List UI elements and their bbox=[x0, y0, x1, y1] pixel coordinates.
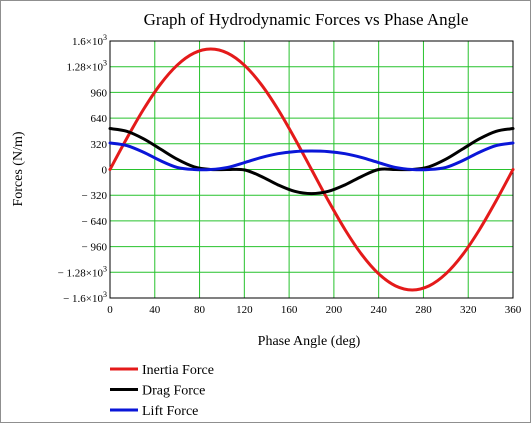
x-tick-label: 320 bbox=[460, 304, 477, 316]
series-line-inertia-force bbox=[108, 47, 515, 292]
y-tick-label: 1.6×103 bbox=[72, 33, 107, 48]
series-line-lift-force bbox=[108, 141, 515, 172]
legend-label: Drag Force bbox=[142, 384, 205, 399]
x-tick-label: 360 bbox=[505, 304, 522, 316]
y-tick-label: 320 bbox=[91, 139, 108, 151]
y-tick-label: 0 bbox=[102, 165, 108, 177]
y-tick-label: 640 bbox=[91, 113, 108, 125]
y-tick-label: − 1.28×103 bbox=[58, 264, 107, 279]
x-tick-label: 40 bbox=[149, 304, 161, 316]
y-tick-label: − 640 bbox=[82, 216, 108, 228]
y-tick-label: − 320 bbox=[82, 190, 108, 202]
y-tick-label: − 960 bbox=[82, 242, 108, 254]
chart-title: Graph of Hydrodynamic Forces vs Phase An… bbox=[144, 10, 469, 29]
x-tick-label: 80 bbox=[194, 304, 206, 316]
legend: Inertia Force Drag Force Lift Force bbox=[110, 363, 214, 419]
x-tick-label: 240 bbox=[370, 304, 387, 316]
x-tick-label: 280 bbox=[415, 304, 432, 316]
x-tick-label: 0 bbox=[107, 304, 113, 316]
x-axis-label: Phase Angle (deg) bbox=[258, 334, 361, 349]
y-tick-label: 960 bbox=[91, 87, 108, 99]
y-axis-label: Forces (N/m) bbox=[11, 131, 26, 206]
y-tick-label: 1.28×103 bbox=[67, 59, 107, 74]
y-tick-label: − 1.6×103 bbox=[63, 290, 107, 305]
plot-area: 0 40 80 120 160 200 240 280 320 360 1.6×103 1.28×10… bbox=[58, 33, 522, 316]
x-tick-label: 200 bbox=[326, 304, 343, 316]
x-tick-label: 160 bbox=[281, 304, 298, 316]
legend-label: Lift Force bbox=[142, 404, 198, 419]
x-tick-label: 120 bbox=[236, 304, 253, 316]
series-line-drag-force bbox=[108, 127, 515, 196]
legend-label: Inertia Force bbox=[142, 363, 214, 378]
